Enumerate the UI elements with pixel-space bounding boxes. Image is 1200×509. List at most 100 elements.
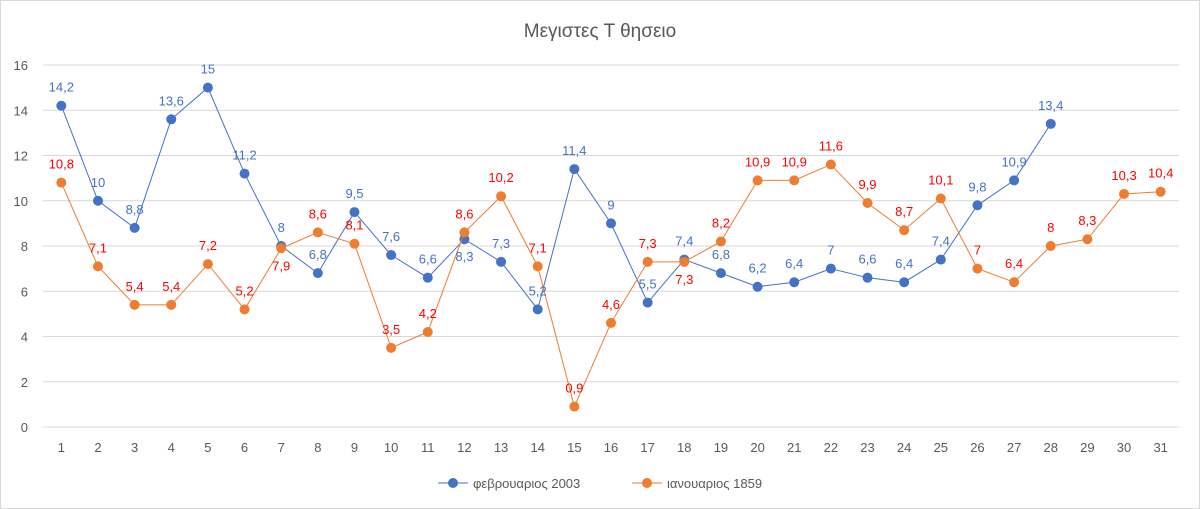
data-label: 8,8 <box>126 202 144 217</box>
data-point <box>1045 118 1056 129</box>
data-point <box>422 272 433 283</box>
data-label: 7,2 <box>199 238 217 253</box>
data-label: 5,4 <box>162 279 180 294</box>
data-label: 4,2 <box>419 306 437 321</box>
data-label: 8,6 <box>309 206 327 221</box>
data-label: 7,1 <box>529 240 547 255</box>
data-point <box>312 268 323 279</box>
data-point <box>1045 241 1056 251</box>
data-point <box>56 177 67 188</box>
legend-marker <box>448 478 458 488</box>
data-label: 6,6 <box>858 252 876 267</box>
x-tick-label: 21 <box>787 440 801 455</box>
data-label: 9,5 <box>345 186 363 201</box>
data-label: 7,3 <box>639 236 657 251</box>
legend-item: ιανουαριος 1859 <box>632 476 762 491</box>
data-label: 9,9 <box>858 177 876 192</box>
x-tick-label: 29 <box>1080 440 1094 455</box>
data-label: 8,7 <box>895 204 913 219</box>
data-label: 4,6 <box>602 297 620 312</box>
data-point <box>752 175 763 186</box>
data-point <box>1082 234 1093 245</box>
y-tick-label: 14 <box>14 103 28 118</box>
data-point <box>496 256 507 267</box>
data-point <box>606 218 616 229</box>
x-tick-label: 18 <box>677 440 691 455</box>
x-tick-label: 25 <box>934 440 948 455</box>
data-label: 14,2 <box>49 80 74 95</box>
y-tick-label: 4 <box>21 330 28 345</box>
data-label: 8,1 <box>345 218 363 233</box>
data-label: 8,3 <box>1078 213 1096 228</box>
data-label: 6,6 <box>419 252 437 267</box>
y-tick-label: 2 <box>21 375 28 390</box>
x-tick-label: 12 <box>457 440 471 455</box>
series-2 <box>56 159 1166 412</box>
data-label: 3,5 <box>382 322 400 337</box>
data-point <box>642 256 653 267</box>
data-label: 7,1 <box>89 240 107 255</box>
y-tick-label: 10 <box>14 194 28 209</box>
data-labels-series-1: 14,2 10 8,8 13,6 15 11,2 8 6,8 9,5 7,6 6,6 8,3 7,3 5,… <box>49 62 1064 299</box>
data-label: 10,1 <box>928 172 953 187</box>
x-tick-label: 3 <box>131 440 138 455</box>
data-point <box>92 195 103 206</box>
data-label: 11,2 <box>232 148 256 163</box>
y-tick-label: 12 <box>14 149 28 164</box>
data-label: 7 <box>974 243 981 258</box>
data-label: 8 <box>278 220 285 235</box>
data-label: 10,2 <box>488 170 513 185</box>
data-point <box>276 243 287 254</box>
data-label: 10,9 <box>782 154 807 169</box>
data-point <box>532 261 543 272</box>
x-tick-label: 2 <box>94 440 101 455</box>
x-tick-label: 9 <box>351 440 358 455</box>
data-labels-series-2: 10,8 7,1 5,4 5,4 7,2 5,2 7,9 8,6 8,1 3,5 4,2 8,6 10,… <box>49 139 1174 396</box>
data-point <box>202 82 213 93</box>
data-label: 8,2 <box>712 215 730 230</box>
data-point <box>715 268 726 279</box>
x-tick-label: 27 <box>1007 440 1021 455</box>
data-label: 5,5 <box>639 277 657 292</box>
data-point <box>752 281 763 292</box>
x-tick-label: 30 <box>1117 440 1131 455</box>
x-tick-label: 15 <box>567 440 581 455</box>
data-label: 6,2 <box>749 261 767 276</box>
data-label: 11,6 <box>819 139 843 154</box>
x-tick-label: 22 <box>824 440 838 455</box>
x-tick-label: 13 <box>494 440 508 455</box>
y-tick-label: 6 <box>21 284 28 299</box>
data-label: 8,6 <box>455 206 473 221</box>
data-label: 10,9 <box>745 154 770 169</box>
x-tick-label: 26 <box>970 440 984 455</box>
x-tick-label: 14 <box>530 440 544 455</box>
data-point <box>92 261 103 272</box>
data-point <box>862 272 873 283</box>
data-label: 9 <box>607 197 614 212</box>
x-tick-label: 16 <box>604 440 618 455</box>
data-label: 7,3 <box>675 272 693 287</box>
data-label: 10,9 <box>1001 154 1026 169</box>
data-label: 15 <box>201 62 215 77</box>
legend-label: φεβρουαριος 2003 <box>473 476 580 491</box>
x-tick-label: 7 <box>278 440 285 455</box>
data-point <box>166 114 177 125</box>
data-label: 7 <box>827 243 834 258</box>
data-label: 7,4 <box>932 234 950 249</box>
data-label: 7,6 <box>382 229 400 244</box>
data-point <box>606 317 616 328</box>
data-point <box>129 222 140 233</box>
y-tick-label: 0 <box>21 420 28 435</box>
data-point <box>239 304 250 315</box>
data-label: 7,3 <box>492 236 510 251</box>
legend-item: φεβρουαριος 2003 <box>438 476 580 491</box>
x-tick-label: 28 <box>1044 440 1058 455</box>
x-tick-label: 11 <box>421 440 435 455</box>
data-label: 6,8 <box>309 247 327 262</box>
data-point <box>1155 186 1166 197</box>
data-point <box>972 263 983 274</box>
data-label: 7,4 <box>675 234 693 249</box>
x-tick-label: 20 <box>750 440 764 455</box>
data-point <box>56 100 67 111</box>
data-point <box>569 164 580 175</box>
